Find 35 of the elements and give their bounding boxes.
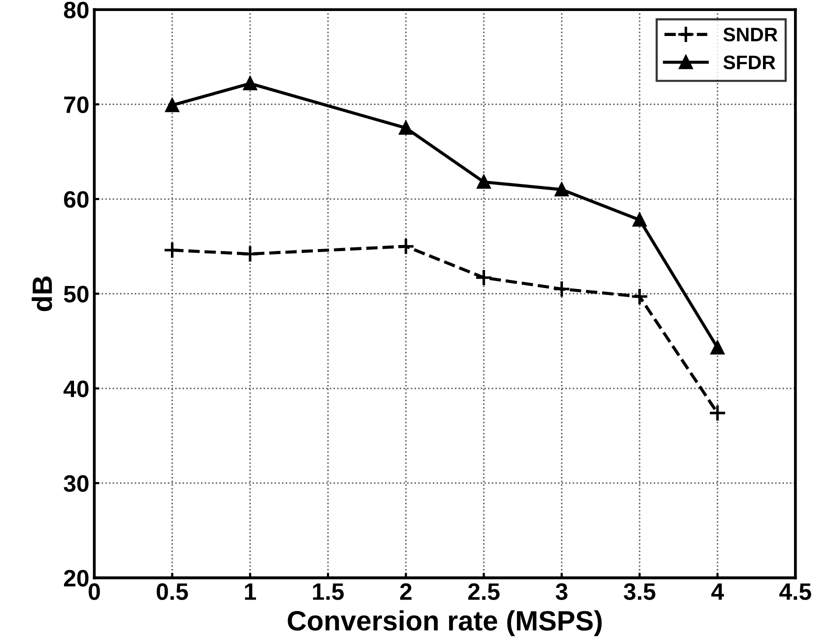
point <box>708 404 726 422</box>
x-tick-label: 4.5 <box>779 584 812 600</box>
x-tick-label: 0 <box>88 583 100 600</box>
x-tick-label: 2.5 <box>468 583 500 600</box>
point <box>476 175 491 189</box>
y-tick-label: 80 <box>64 2 88 18</box>
point <box>243 76 257 90</box>
x-tick-label: 2 <box>400 583 412 600</box>
x-tick-label: 1.5 <box>313 584 344 600</box>
point <box>710 340 724 354</box>
point <box>630 288 648 306</box>
y-tick-label: 60 <box>64 191 88 208</box>
legend-label: SNDR <box>723 28 778 42</box>
y-axis-title: dB <box>32 276 52 312</box>
point <box>554 182 569 196</box>
y-tick-label: 40 <box>64 380 88 398</box>
point <box>474 268 493 287</box>
x-tick-label: 0.5 <box>156 583 188 600</box>
x-axis-title: Conversion rate (MSPS) <box>288 610 602 636</box>
point <box>163 241 182 260</box>
point <box>399 121 413 135</box>
point <box>165 98 180 112</box>
x-tick-label: 3.5 <box>624 583 656 600</box>
point <box>241 245 259 263</box>
x-tick-label: 3 <box>556 583 568 600</box>
legend-label: SFDR <box>723 55 776 70</box>
x-tick-label: 4 <box>711 584 724 600</box>
y-tick-label: 30 <box>64 475 88 492</box>
y-tick-label: 50 <box>64 286 88 303</box>
x-tick-label: 1 <box>245 584 256 600</box>
point <box>397 237 415 256</box>
point <box>552 280 571 298</box>
point <box>632 213 646 227</box>
y-tick-label: 20 <box>64 570 88 587</box>
y-tick-label: 70 <box>64 96 88 114</box>
